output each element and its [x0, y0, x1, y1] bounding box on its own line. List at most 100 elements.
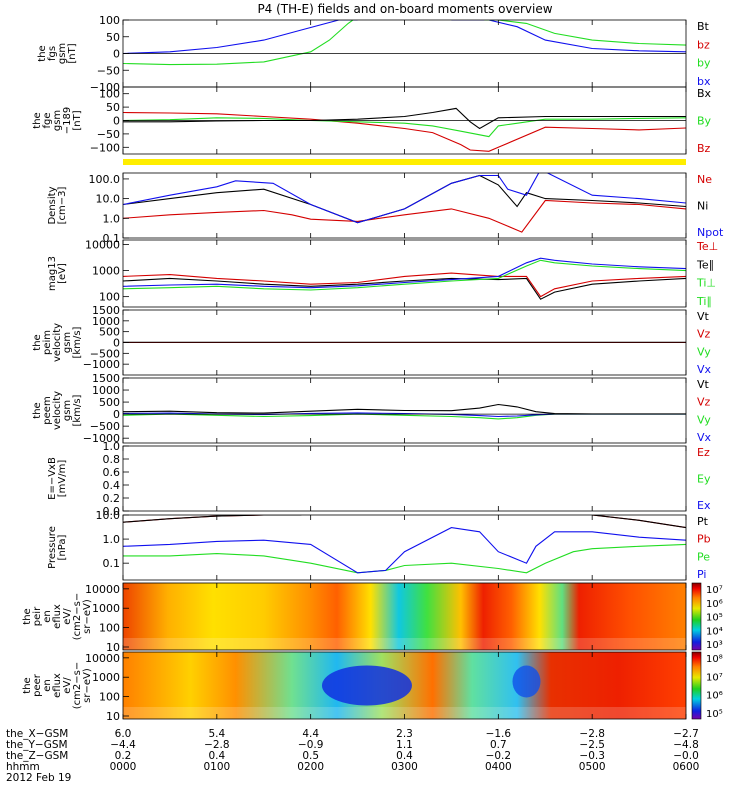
x-row-value: 2.3 [396, 728, 413, 740]
y-tick-label: 10.0 [96, 509, 121, 522]
y-axis-label: en [42, 610, 53, 623]
y-axis-label: gsm [57, 43, 68, 64]
x-row-value: 0100 [203, 761, 230, 773]
y-axis-label: gsm [62, 400, 73, 421]
heatmap-shade [123, 707, 686, 719]
series-fge-By [123, 117, 686, 138]
legend-pressure-entry: Pt [697, 515, 709, 528]
y-axis-label: eflux [52, 673, 63, 698]
legend-peim-entry: Vy [697, 345, 711, 358]
x-row-value: 0300 [391, 761, 418, 773]
legend-density-entry: Ni [697, 200, 708, 213]
y-tick-label: 10 [106, 710, 120, 723]
heatmap-peir [123, 583, 686, 650]
x-row-value: 0.2 [115, 750, 132, 762]
legend-fge-entry: Bx [697, 87, 712, 100]
legend-fge-entry: Bz [697, 142, 711, 155]
y-tick-label: −500 [90, 420, 120, 433]
y-axis-label: the [22, 608, 33, 624]
x-row-value: −2.8 [579, 728, 605, 740]
y-axis-label: velocity [52, 391, 63, 430]
colorbar-peer-scale [691, 651, 702, 720]
y-tick-label: 0.2 [103, 492, 121, 505]
x-row-label: the_Z−GSM [6, 750, 68, 762]
y-axis-label: (cm2−s− [72, 662, 83, 709]
panel-frame [122, 514, 687, 581]
x-axis-annotation: the_X−GSM 6.0 5.4 4.4 2.3 −1.6 −2.8 −2.7 the_Y−G… [6, 728, 699, 784]
series-temp-Ti∥ [123, 259, 686, 291]
series-density-Ne [123, 199, 686, 233]
y-axis-label: Pressure [47, 526, 58, 569]
y-axis-label: [nT] [72, 110, 83, 130]
x-row-value: −0.0 [673, 750, 699, 762]
y-tick-label: 1500 [92, 304, 120, 317]
y-axis-label: sr−eV) [82, 668, 93, 703]
y-tick-label: −100 [90, 81, 120, 94]
y-axis-label: fgs [47, 46, 58, 61]
series-peem-Vy [123, 413, 686, 420]
series-fgs-by [123, 20, 686, 66]
y-axis-label: −189 [62, 107, 73, 134]
y-axis-label: the [37, 45, 48, 61]
y-axis-label: peem [42, 396, 53, 424]
y-tick-label: 100 [99, 691, 120, 704]
series-pressure-Pe [123, 543, 686, 574]
y-axis-label: gsm [62, 332, 73, 353]
x-row-value: −0.2 [486, 750, 512, 762]
legend-temp-entry: Te∥ [696, 258, 714, 271]
series-temp-Te⊥ [123, 272, 686, 298]
y-axis-label: mag13 [47, 256, 58, 291]
legend-pressure-entry: Pi [697, 568, 706, 581]
panel-peir: 10⁷ 10⁶ 10⁵ 10⁴ 10³ 10000 1000 100 10 the peir en ef… [22, 582, 723, 654]
y-tick-label: 0 [113, 337, 120, 350]
y-tick-label: 0.0 [103, 505, 121, 518]
legend-fgs-entry: Bt [697, 20, 710, 33]
y-tick-label: 1.0 [103, 212, 121, 225]
x-row-value: 4.4 [302, 728, 319, 740]
y-axis-label: sr−eV) [82, 599, 93, 634]
legend-density-entry: Ne [697, 173, 712, 186]
y-tick-label: 1000 [92, 602, 120, 615]
y-axis-label: [nPa] [57, 534, 68, 560]
y-tick-label: 1000 [92, 265, 120, 278]
x-row-value: 0400 [485, 761, 512, 773]
legend-efield-entry: Ex [697, 499, 711, 512]
panel-fgs: 100 50 0 −50 −100 the fgs gsm [nT] Bt bz by bx [37, 14, 711, 94]
y-tick-label: 0.6 [103, 466, 121, 479]
x-row-value: −4.8 [673, 739, 699, 751]
y-tick-label: 100 [99, 622, 120, 635]
colorbar-peer: 10⁸ 10⁷ 10⁶ 10⁵ [691, 651, 723, 720]
legend-temp-entry: Ti⊥ [696, 277, 716, 290]
y-tick-label: 10 [106, 641, 120, 654]
y-tick-label: 50 [106, 31, 120, 44]
y-axis-label: gsm [52, 110, 63, 131]
legend-fgs-entry: bx [697, 75, 711, 88]
y-axis-label: (cm2−s− [72, 593, 83, 640]
series-density-Ni [123, 174, 686, 224]
y-axis-label: the [22, 677, 33, 693]
y-axis-label: peim [42, 330, 53, 355]
y-tick-label: 1.0 [103, 440, 121, 453]
series-pressure-Pi [123, 527, 686, 574]
y-axis-label: [km/s] [72, 394, 83, 426]
y-axis-label: [nT] [67, 43, 78, 63]
legend-efield-entry: Ey [697, 473, 711, 486]
y-tick-label: −1000 [83, 432, 120, 445]
heatmap-blob [512, 665, 541, 698]
series-fge-Bz [123, 111, 686, 152]
legend-peim-entry: Vx [697, 363, 712, 376]
legend-peem-entry: Vx [697, 431, 712, 444]
colorbar-tick-label: 10⁸ [706, 654, 723, 665]
x-row-value: 0.4 [208, 750, 225, 762]
y-axis-label: [km/s] [72, 326, 83, 358]
legend-peem-entry: Vz [697, 396, 711, 409]
y-tick-label: 10000 [85, 239, 120, 252]
x-row-value: 0.5 [302, 750, 319, 762]
x-row-value: 0500 [579, 761, 606, 773]
y-tick-label: 10000 [85, 652, 120, 665]
x-row-value: 0.4 [396, 750, 413, 762]
